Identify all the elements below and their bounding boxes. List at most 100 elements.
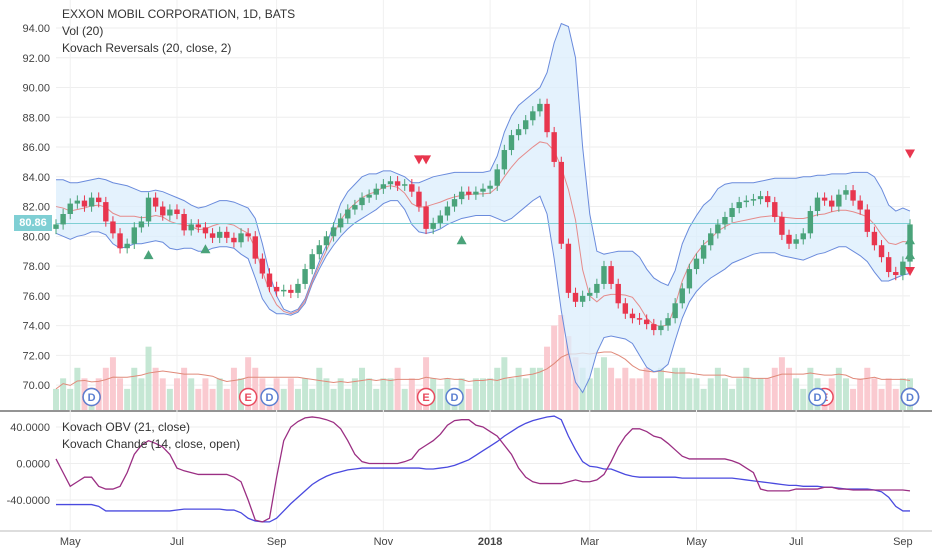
buy-signal-arrow <box>905 250 915 260</box>
volume-bar <box>672 367 679 410</box>
candle-body <box>216 231 223 238</box>
volume-bar <box>465 388 472 410</box>
volume-bar <box>622 367 629 410</box>
candle-body <box>658 325 664 331</box>
candle-body <box>772 202 778 217</box>
volume-bar <box>786 367 793 410</box>
candle-body <box>402 184 408 186</box>
candle-body <box>451 199 458 207</box>
price-tick-label: 82.00 <box>22 202 50 214</box>
volume-bar <box>351 378 358 410</box>
volume-bar <box>330 388 337 410</box>
candle-body <box>259 258 266 274</box>
chande-indicator-label[interactable]: Kovach Chande (14, close, open) <box>62 437 241 451</box>
time-tick-label: Nov <box>374 536 394 548</box>
volume-bar <box>494 367 501 410</box>
candle-body <box>444 206 451 216</box>
time-tick-label: Sep <box>893 536 913 548</box>
dividend-badge[interactable]: D <box>445 387 464 407</box>
candle-body <box>145 197 152 222</box>
volume-bar <box>501 357 508 410</box>
volume-bar <box>665 378 672 410</box>
volume-bar <box>337 378 344 410</box>
dividend-badge-circle <box>808 387 827 407</box>
candle-body <box>288 289 294 293</box>
volume-indicator-label[interactable]: Vol (20) <box>62 24 104 38</box>
price-tick-label: 70.00 <box>22 380 50 392</box>
candle-body <box>900 261 906 276</box>
volume-bar <box>152 367 159 410</box>
candle-body <box>273 286 280 292</box>
candle-body <box>665 318 671 326</box>
volume-bar <box>885 378 892 410</box>
volume-bar <box>778 357 785 410</box>
candle-body <box>629 313 636 319</box>
dividend-badge-label: D <box>266 392 274 404</box>
candle-body <box>160 206 166 216</box>
volume-bar <box>629 378 636 410</box>
volume-bar <box>124 388 131 410</box>
earnings-badge[interactable]: E <box>416 387 436 407</box>
volume-bar <box>572 357 579 410</box>
candle-body <box>722 216 728 225</box>
dividend-badge-label: D <box>451 392 459 404</box>
volume-bar <box>408 378 415 410</box>
volume-bar <box>558 315 565 410</box>
volume-bar <box>401 388 408 410</box>
candle-body <box>337 218 344 228</box>
candle-body <box>885 257 892 273</box>
main-legend: EXXON MOBIL CORPORATION, 1D, BATS Vol (2… <box>62 6 295 57</box>
obv-indicator-label[interactable]: Kovach OBV (21, close) <box>62 420 191 434</box>
price-tick-label: 76.00 <box>22 291 50 303</box>
volume-bar <box>359 367 366 410</box>
volume-bar <box>544 346 551 410</box>
candle-body <box>544 103 550 133</box>
price-tick-label: 72.00 <box>22 350 50 362</box>
candle-body <box>352 205 358 210</box>
earnings-badge[interactable]: E <box>238 387 258 407</box>
candle-body <box>729 208 735 217</box>
time-tick-label: Mar <box>580 536 599 548</box>
candle-body <box>480 188 486 192</box>
earnings-badge-label: E <box>422 392 429 404</box>
dividend-badge[interactable]: D <box>808 387 827 407</box>
dividend-badge[interactable]: D <box>900 387 920 407</box>
candle-body <box>558 161 564 244</box>
volume-bar <box>721 378 728 410</box>
candle-body <box>487 185 493 189</box>
volume-bar <box>117 378 124 410</box>
candle-body <box>316 245 323 255</box>
price-tick-label: 74.00 <box>22 321 50 333</box>
volume-bar <box>636 378 643 410</box>
volume-bar <box>102 367 109 410</box>
candle-body <box>266 273 273 287</box>
volume-bar <box>643 367 650 410</box>
volume-bar <box>344 388 351 410</box>
volume-bar <box>835 367 842 410</box>
volume-bar <box>373 388 380 410</box>
dividend-badge-circle <box>82 387 101 407</box>
volume-bar <box>145 346 152 410</box>
price-tick-label: 86.00 <box>22 142 50 154</box>
reversals-indicator-label[interactable]: Kovach Reversals (20, close, 2) <box>62 41 232 55</box>
volume-bar <box>515 367 522 410</box>
candle-body <box>530 111 536 121</box>
candle-body <box>416 191 422 207</box>
dividend-badge[interactable]: D <box>82 387 101 407</box>
candle-body <box>636 318 643 320</box>
volume-bar <box>195 388 202 410</box>
candle-body <box>779 216 785 235</box>
candle-body <box>736 202 742 209</box>
volume-bar <box>608 367 615 410</box>
candle-body <box>231 237 237 243</box>
volume-bar <box>892 388 899 410</box>
candle-body <box>693 258 700 270</box>
indicator-legend: Kovach OBV (21, close) Kovach Chande (14… <box>62 419 240 453</box>
volume-bar <box>380 378 387 410</box>
candle-body <box>152 197 159 207</box>
dividend-badge[interactable]: D <box>260 387 279 407</box>
volume-bar <box>480 378 486 410</box>
volume-bar <box>650 378 657 410</box>
